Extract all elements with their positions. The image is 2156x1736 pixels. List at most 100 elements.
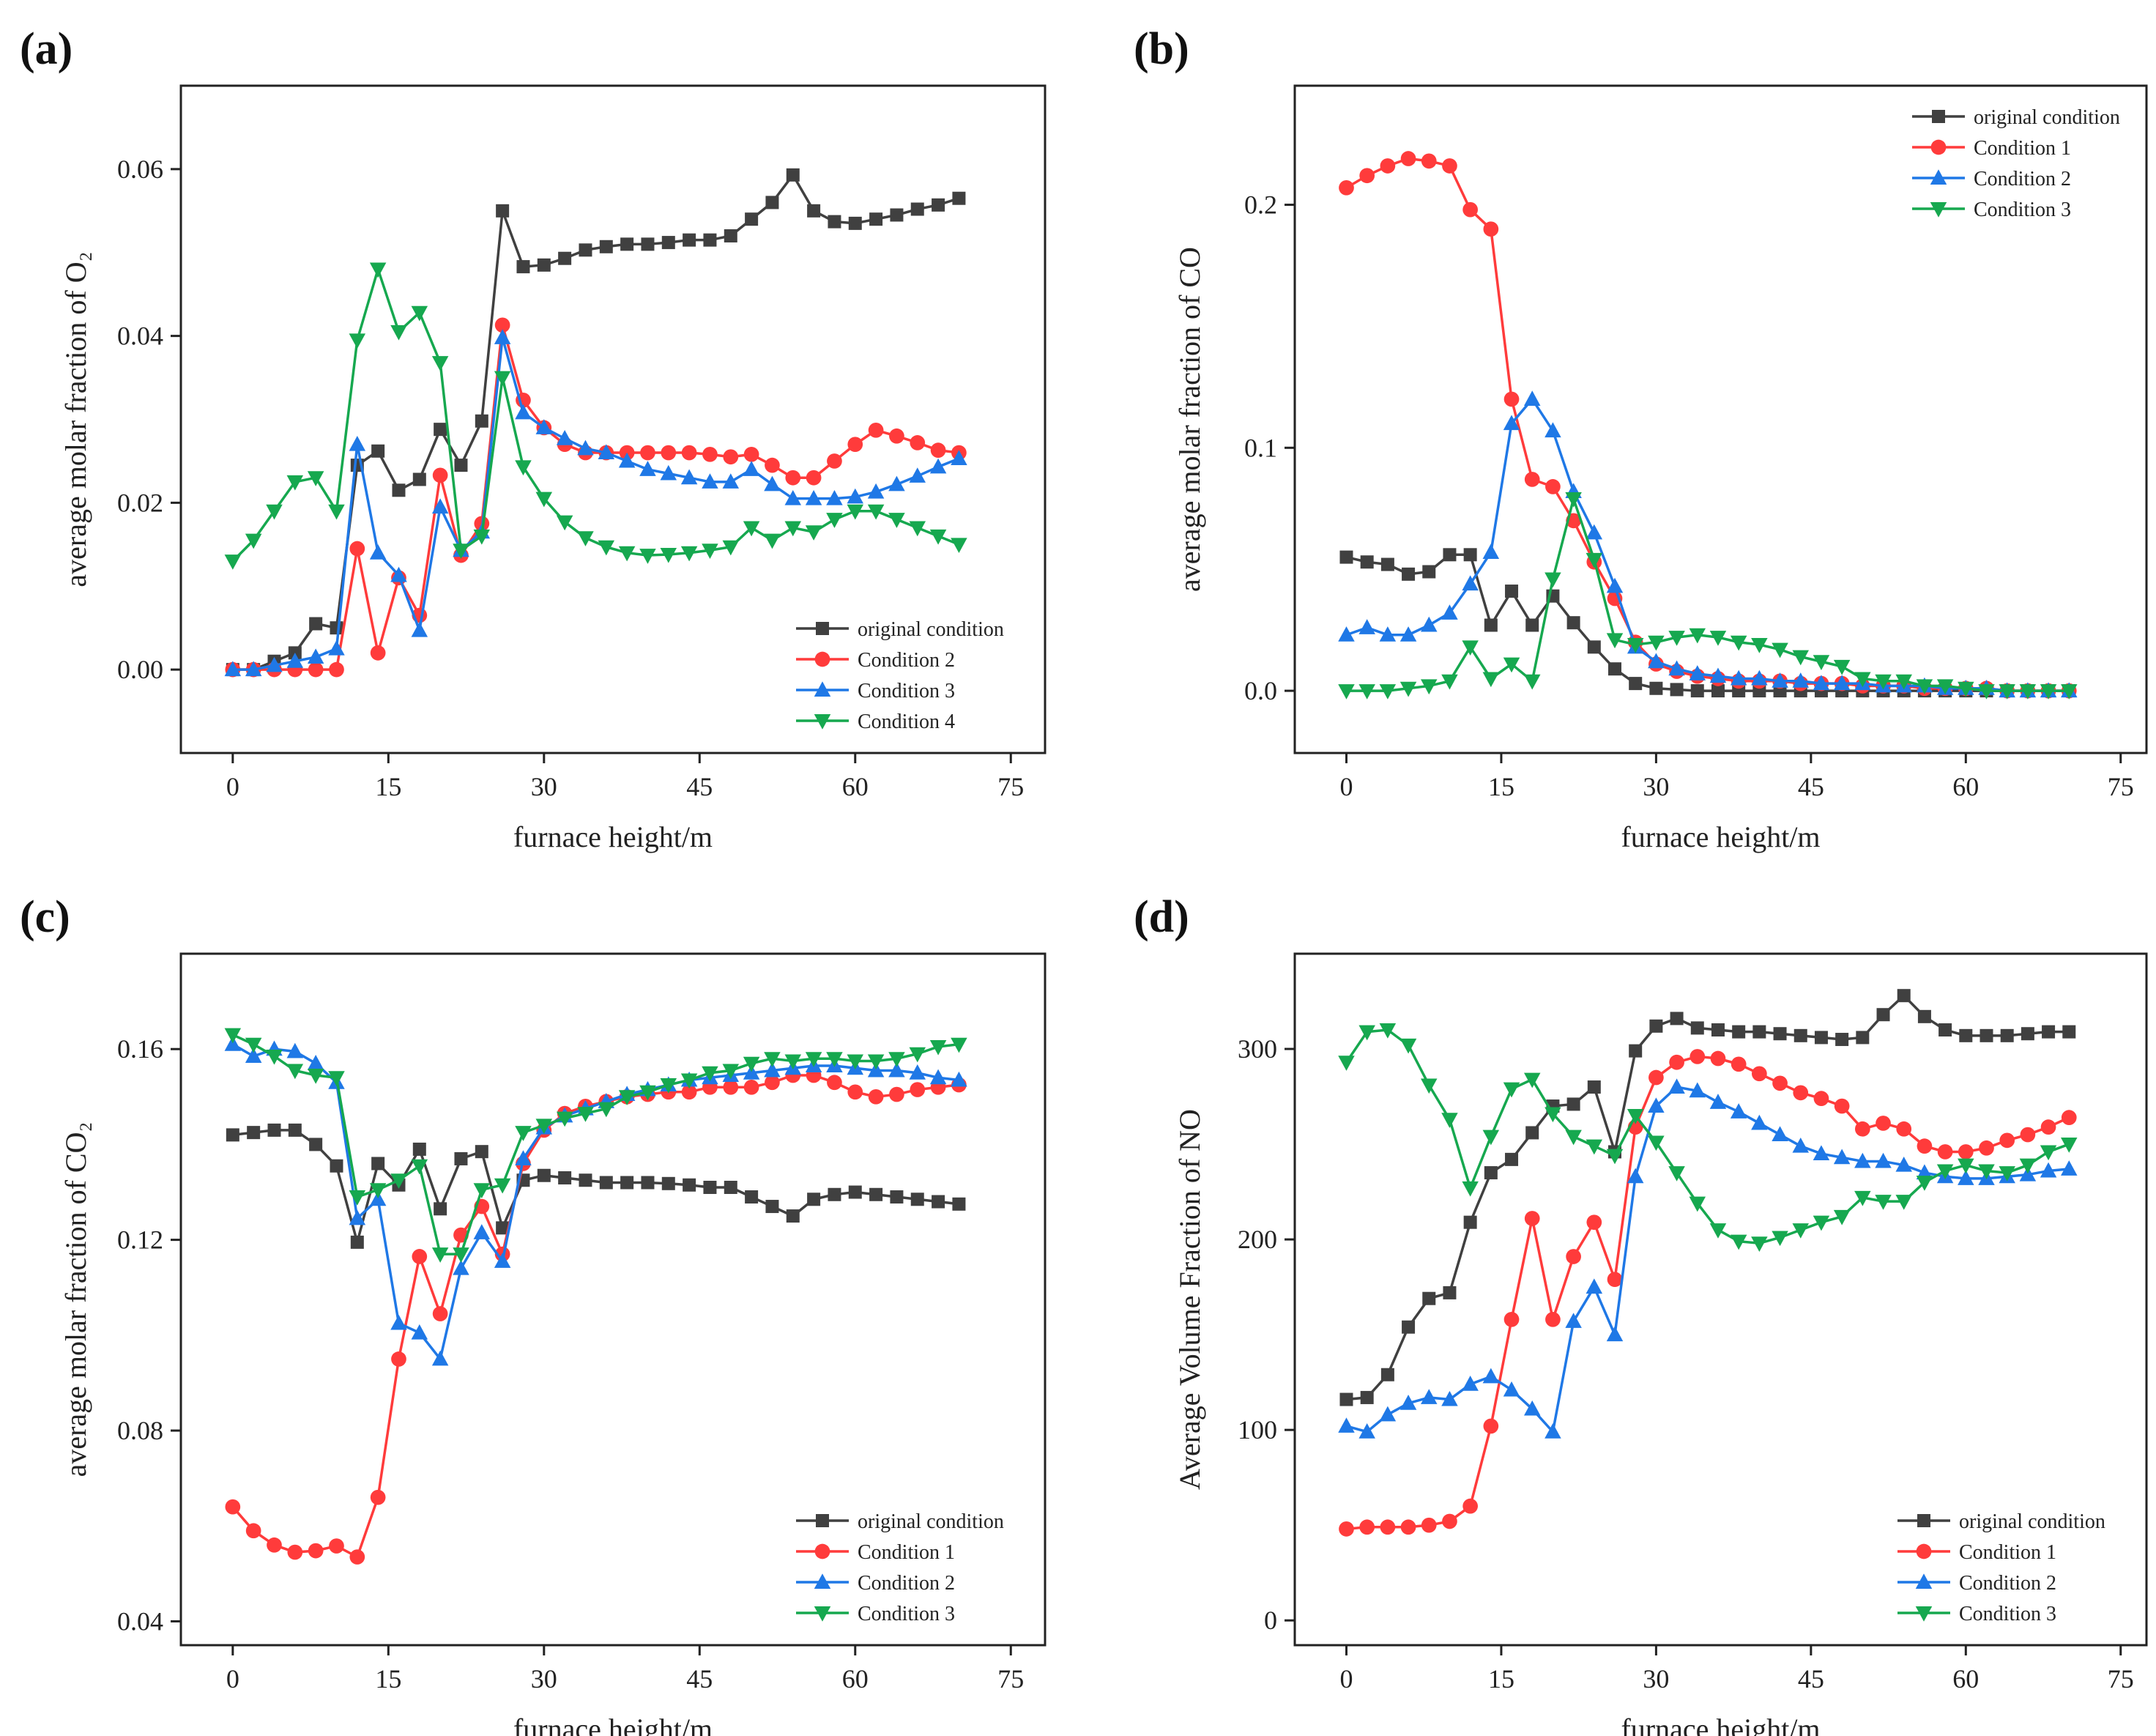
data-point — [1545, 1311, 1561, 1327]
data-point — [1544, 422, 1561, 438]
data-point — [1895, 1195, 1912, 1210]
data-point — [680, 469, 698, 485]
legend-label: Condition 3 — [1974, 199, 2071, 221]
data-point — [1773, 1027, 1787, 1041]
series-line — [1345, 1028, 2070, 1245]
data-point — [1792, 1137, 1810, 1153]
data-point — [743, 461, 760, 476]
data-point — [1833, 675, 1851, 691]
data-point — [1938, 1023, 1952, 1037]
data-point — [307, 648, 324, 664]
data-point — [431, 356, 449, 371]
data-point — [683, 233, 696, 247]
data-point — [805, 1052, 822, 1067]
data-point — [1752, 1025, 1766, 1039]
data-point — [1587, 640, 1601, 654]
data-point — [1358, 619, 1375, 634]
data-point — [577, 531, 594, 546]
y-tick-label: 0.02 — [117, 488, 163, 517]
data-point — [1916, 1164, 1933, 1180]
series-line — [231, 264, 960, 563]
series-line — [1346, 494, 2070, 692]
data-point — [660, 547, 677, 563]
legend: original condition Condition 2 Condition 3… — [796, 618, 1004, 733]
data-point — [473, 529, 491, 545]
data-point — [867, 1054, 885, 1070]
x-tick-label: 45 — [1798, 772, 1824, 801]
series-line — [1345, 157, 2070, 692]
data-point — [1875, 1152, 1892, 1168]
data-point — [431, 498, 449, 514]
data-point — [1793, 1085, 1809, 1101]
chart-panel-c: (c) 0 15 30 45 60 75 0.04 0.08 0.12 0.16 furnace he… — [20, 892, 1047, 1736]
data-point — [432, 467, 448, 483]
legend: original condition Condition 1 Condition 2… — [1912, 106, 2120, 221]
data-point — [1856, 1031, 1870, 1045]
data-point — [556, 429, 573, 445]
data-point — [1503, 415, 1520, 431]
data-point — [288, 1123, 302, 1137]
data-point — [1979, 1140, 1994, 1156]
data-point — [1876, 1008, 1890, 1022]
data-point — [1566, 616, 1580, 630]
data-point — [1400, 151, 1416, 166]
legend-marker — [1917, 1514, 1930, 1527]
x-tick-label: 30 — [1643, 1664, 1669, 1694]
data-point — [1690, 684, 1704, 698]
data-point — [2061, 1160, 2078, 1176]
data-point — [1339, 179, 1354, 196]
data-point — [951, 1037, 967, 1053]
data-point — [1730, 669, 1747, 686]
data-point — [952, 1197, 966, 1211]
x-axis-label: furnace height/m — [513, 1713, 713, 1736]
data-point — [1711, 684, 1725, 698]
data-point — [309, 1138, 323, 1151]
data-point — [453, 1247, 469, 1263]
data-point — [1422, 565, 1436, 579]
data-point — [847, 1054, 864, 1070]
data-point — [932, 1195, 945, 1209]
data-point — [412, 1142, 426, 1156]
data-point — [2019, 1158, 2037, 1174]
data-point — [641, 237, 655, 251]
data-point — [828, 1187, 841, 1201]
data-point — [370, 1489, 386, 1505]
data-point — [330, 1159, 343, 1173]
data-point — [1959, 1028, 1973, 1042]
data-point — [930, 442, 946, 458]
data-point — [1978, 1164, 1995, 1180]
data-point — [390, 1173, 407, 1189]
data-point — [266, 1049, 283, 1065]
data-point — [764, 1052, 781, 1067]
data-point — [224, 554, 242, 570]
data-point — [1937, 1144, 1953, 1160]
data-point — [1441, 604, 1458, 620]
data-point — [909, 1064, 926, 1080]
data-point — [2040, 684, 2057, 700]
data-point — [1379, 684, 1397, 700]
data-point — [1772, 672, 1788, 688]
data-point — [1482, 544, 1500, 559]
data-point — [909, 1047, 926, 1063]
data-point — [309, 617, 323, 631]
series-line — [1346, 993, 2070, 1401]
data-point — [245, 661, 262, 677]
data-point — [848, 1185, 862, 1199]
data-point — [1730, 1234, 1747, 1250]
data-point — [1484, 618, 1498, 632]
data-point — [1339, 550, 1353, 564]
data-point — [889, 428, 904, 444]
data-point — [1422, 1291, 1436, 1305]
legend-marker — [814, 1573, 831, 1589]
data-point — [1958, 1158, 1974, 1174]
data-point — [1338, 1056, 1355, 1071]
data-point — [1402, 1320, 1416, 1334]
data-point — [1854, 1152, 1871, 1168]
data-point — [1835, 1033, 1849, 1047]
y-tick-label: 300 — [1238, 1034, 1277, 1064]
data-point — [1833, 1149, 1851, 1165]
data-point — [826, 513, 843, 528]
plot-frame — [1293, 84, 2148, 754]
data-point — [1608, 662, 1622, 676]
y-tick-label: 0.16 — [117, 1034, 163, 1064]
